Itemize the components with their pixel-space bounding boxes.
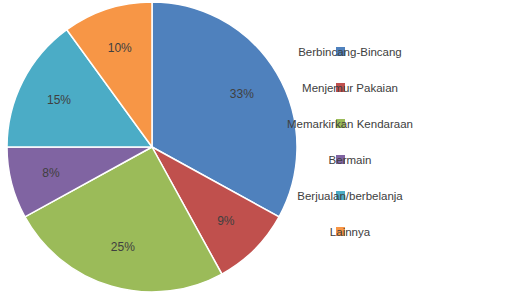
svg-text:9%: 9% [217,214,235,228]
svg-text:Memarkirkan Kendaraan: Memarkirkan Kendaraan [287,118,413,130]
svg-text:10%: 10% [108,41,132,55]
svg-text:Berjualan/berbelanja: Berjualan/berbelanja [297,190,403,202]
svg-text:Berbincang-Bincang: Berbincang-Bincang [298,46,402,58]
svg-text:33%: 33% [230,87,254,101]
svg-text:15%: 15% [47,93,71,107]
svg-text:8%: 8% [42,166,60,180]
svg-text:Menjemur Pakaian: Menjemur Pakaian [302,82,398,94]
svg-text:25%: 25% [111,240,135,254]
svg-text:Bermain: Bermain [329,154,372,166]
svg-text:Lainnya: Lainnya [330,226,371,238]
